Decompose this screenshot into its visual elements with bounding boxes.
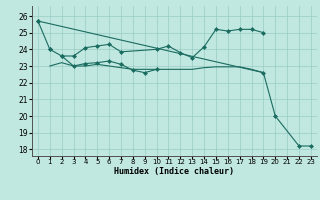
X-axis label: Humidex (Indice chaleur): Humidex (Indice chaleur)	[115, 167, 234, 176]
